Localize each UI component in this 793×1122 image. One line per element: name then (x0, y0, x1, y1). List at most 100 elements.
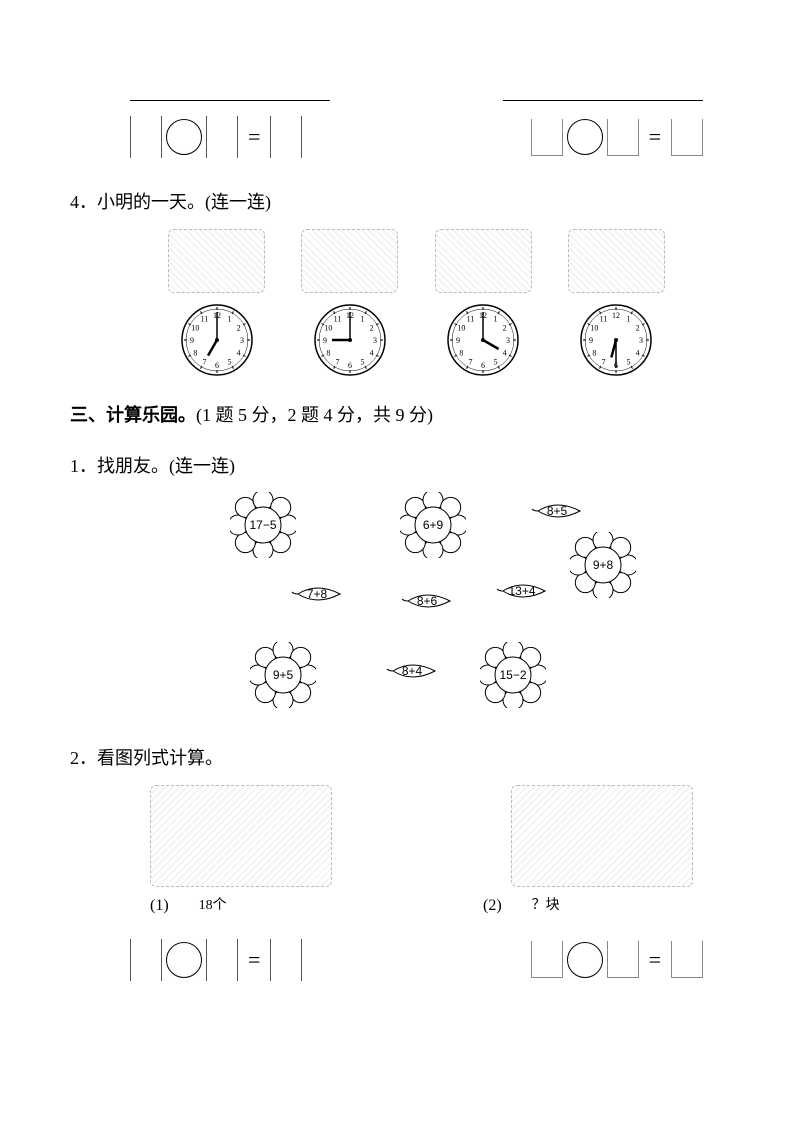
clock-icon: 123456789101112 (444, 301, 522, 379)
sub1-caption: 18个 (199, 895, 227, 917)
flower-node[interactable]: 15−2 (480, 642, 546, 708)
eq-blank[interactable] (671, 119, 703, 156)
leaf-node[interactable]: 8+6 (400, 587, 454, 615)
sub2-caption: ？块 (532, 895, 560, 917)
equals-sign: = (248, 119, 260, 154)
operator-circle[interactable] (166, 119, 202, 155)
activity-picture (568, 229, 665, 293)
q3-1-label: 1．找朋友。(连一连) (70, 452, 723, 481)
equation-template-left[interactable]: = (130, 116, 302, 158)
svg-text:1: 1 (627, 314, 631, 323)
eq-blank[interactable] (607, 941, 639, 978)
flower-node[interactable]: 6+9 (400, 492, 466, 558)
activity-picture (168, 229, 265, 293)
svg-text:1: 1 (227, 314, 231, 323)
equals-sign: = (649, 942, 661, 977)
clock-icon: 123456789101112 (577, 301, 655, 379)
eq-blank[interactable] (206, 116, 238, 158)
figure-2 (511, 785, 693, 887)
operator-circle[interactable] (166, 942, 202, 978)
eq-blank[interactable] (130, 116, 162, 158)
q3-2-label: 2．看图列式计算。 (70, 744, 723, 773)
equals-sign: = (649, 119, 661, 154)
top-equation-row: = = (130, 116, 703, 158)
svg-text:2: 2 (503, 323, 507, 332)
q3-2-figures (150, 785, 693, 887)
activity-picture (435, 229, 532, 293)
svg-text:7: 7 (202, 357, 206, 366)
eq-blank[interactable] (671, 941, 703, 978)
svg-text:9: 9 (589, 336, 593, 345)
eq-blank[interactable] (270, 939, 302, 981)
bottom-equation-row: = = (130, 939, 703, 981)
equation-template-right[interactable]: = (531, 116, 703, 158)
operator-circle[interactable] (567, 119, 603, 155)
leaf-node[interactable]: 13+4 (495, 577, 549, 605)
sub1-num: (1) (150, 893, 169, 919)
svg-text:8: 8 (193, 348, 197, 357)
svg-text:11: 11 (600, 314, 608, 323)
top-blank-lines (130, 80, 703, 101)
equation-template-right[interactable]: = (531, 939, 703, 981)
flower-node[interactable]: 17−5 (230, 492, 296, 558)
svg-text:11: 11 (334, 314, 342, 323)
svg-text:10: 10 (324, 323, 332, 332)
svg-text:7: 7 (602, 357, 606, 366)
activity-picture (301, 229, 398, 293)
svg-text:2: 2 (636, 323, 640, 332)
svg-text:7: 7 (335, 357, 339, 366)
figure-placeholder (511, 785, 693, 887)
q4-clocks-row: 123456789101112 123456789101112 12345678… (150, 301, 683, 379)
flowers-matching-area[interactable]: 17−5 6+9 9+8 9+5 15−2 8+5 7+8 8+6 13+4 8+4 (190, 492, 683, 722)
svg-text:1: 1 (494, 314, 498, 323)
section3-title-bold: 三、计算乐园。 (70, 405, 196, 425)
blank-line-left[interactable] (130, 80, 330, 101)
eq-blank[interactable] (531, 119, 563, 156)
svg-text:7: 7 (469, 357, 473, 366)
eq-blank[interactable] (270, 116, 302, 158)
svg-text:9: 9 (323, 336, 327, 345)
svg-text:3: 3 (240, 336, 244, 345)
svg-text:9: 9 (456, 336, 460, 345)
svg-text:4: 4 (370, 348, 374, 357)
blank-line-right[interactable] (503, 80, 703, 101)
svg-text:3: 3 (639, 336, 643, 345)
svg-text:3: 3 (506, 336, 510, 345)
svg-text:8: 8 (326, 348, 330, 357)
svg-text:5: 5 (360, 357, 364, 366)
eq-blank[interactable] (531, 941, 563, 978)
svg-text:6: 6 (481, 361, 485, 370)
leaf-node[interactable]: 7+8 (290, 580, 344, 608)
leaf-node[interactable]: 8+4 (385, 657, 439, 685)
svg-text:5: 5 (627, 357, 631, 366)
q3-2-subnums: (1) 18个 (2) ？块 (150, 893, 693, 919)
section3-title-rest: (1 题 5 分，2 题 4 分，共 9 分) (196, 405, 433, 425)
flower-node[interactable]: 9+8 (570, 532, 636, 598)
figure-placeholder (150, 785, 332, 887)
q4-label: 4．小明的一天。(连一连) (70, 188, 723, 217)
svg-text:8: 8 (593, 348, 597, 357)
operator-circle[interactable] (567, 942, 603, 978)
svg-text:4: 4 (236, 348, 240, 357)
clock-icon: 123456789101112 (178, 301, 256, 379)
eq-blank[interactable] (130, 939, 162, 981)
svg-text:6: 6 (348, 361, 352, 370)
svg-text:11: 11 (200, 314, 208, 323)
svg-text:3: 3 (373, 336, 377, 345)
svg-text:10: 10 (191, 323, 199, 332)
figure-1 (150, 785, 332, 887)
svg-text:9: 9 (190, 336, 194, 345)
svg-text:5: 5 (494, 357, 498, 366)
clock-icon: 123456789101112 (311, 301, 389, 379)
leaf-node[interactable]: 8+5 (530, 497, 584, 525)
svg-text:4: 4 (503, 348, 507, 357)
svg-text:10: 10 (591, 323, 599, 332)
svg-text:4: 4 (636, 348, 640, 357)
svg-text:12: 12 (612, 311, 620, 320)
flower-node[interactable]: 9+5 (250, 642, 316, 708)
q4-pictures-row (150, 229, 683, 293)
eq-blank[interactable] (607, 119, 639, 156)
eq-blank[interactable] (206, 939, 238, 981)
equation-template-left[interactable]: = (130, 939, 302, 981)
svg-text:5: 5 (227, 357, 231, 366)
